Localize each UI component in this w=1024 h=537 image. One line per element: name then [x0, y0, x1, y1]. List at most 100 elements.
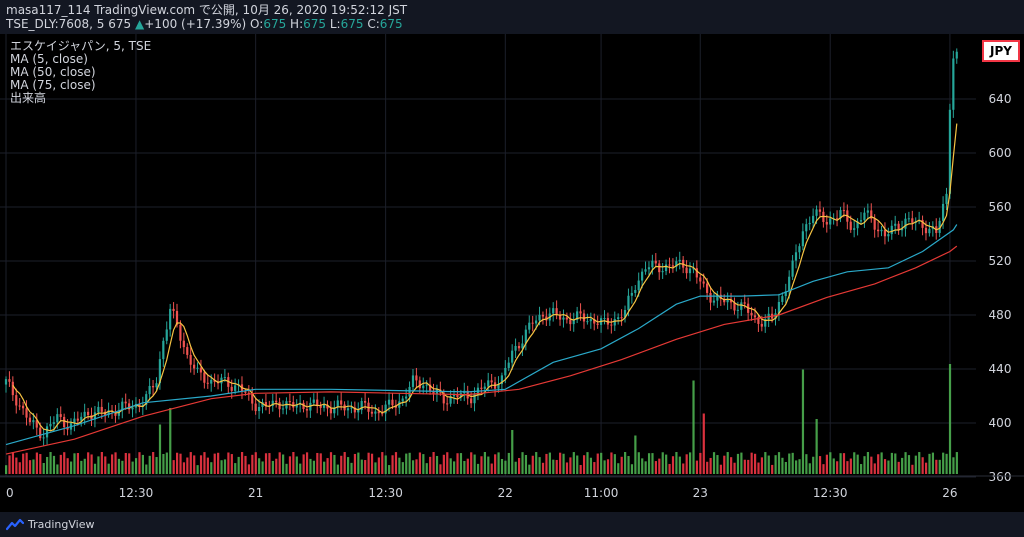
candle-body [377, 411, 380, 414]
volume-bar [555, 459, 558, 474]
volume-bar [750, 452, 753, 474]
candle-body [863, 212, 866, 221]
volume-bar [76, 453, 80, 474]
candle-body [582, 313, 586, 322]
candle-body [647, 267, 651, 270]
volume-bar [675, 452, 678, 474]
candle-body [887, 234, 890, 237]
candle-body [538, 314, 541, 321]
candle-body [302, 402, 305, 410]
candle-body [387, 399, 391, 405]
y-tick-label: 640 [989, 92, 1012, 106]
volume-bar [955, 452, 958, 474]
volume-bar [562, 453, 565, 474]
candle-body [870, 210, 873, 219]
candle-body [507, 362, 510, 368]
candle-body [422, 385, 425, 389]
volume-bar [28, 460, 32, 474]
volume-bar [309, 458, 312, 474]
volume-bar [128, 453, 131, 474]
legend-volume[interactable]: 出来高 [10, 91, 47, 105]
volume-bar [911, 464, 914, 474]
volume-bar [586, 452, 589, 474]
volume-bar [343, 452, 346, 474]
candle-body [736, 309, 739, 311]
y-tick-label: 560 [989, 200, 1012, 214]
candle-body [80, 416, 83, 421]
volume-bar [470, 452, 473, 474]
chart-canvas[interactable]: 360 400 440 480 520 560 600 640 0 12:30 21 12:30 22 1… [0, 34, 1024, 512]
candle-body [264, 402, 268, 406]
candle-body [613, 319, 616, 326]
volume-bar [196, 465, 199, 474]
legend-ma5[interactable]: MA (5, close) [10, 52, 88, 66]
volume-bar [928, 453, 931, 474]
volume-bar [52, 455, 56, 474]
volume-bar [497, 452, 500, 474]
candle-body [193, 364, 196, 369]
volume-bar [559, 452, 562, 474]
candle-body [877, 229, 880, 232]
volume-bar [661, 452, 664, 474]
candle-body [928, 228, 931, 234]
candle-body [408, 386, 411, 397]
price-chart[interactable]: 360 400 440 480 520 560 600 640 0 12:30 21 12:30 22 1… [0, 34, 1024, 512]
candle-body [66, 427, 69, 430]
volume-bar [463, 460, 466, 474]
volume-bar [528, 464, 531, 474]
volume-bar [531, 455, 534, 474]
volume-bar [278, 452, 281, 474]
candle-body [791, 260, 794, 277]
volume-bar [418, 452, 422, 474]
candle-body [213, 379, 216, 382]
volume-bar [189, 452, 192, 474]
volume-bar [606, 459, 610, 474]
x-tick-label: 23 [693, 486, 708, 500]
candle-body [818, 209, 822, 212]
volume-bar [302, 454, 305, 474]
volume-bar [439, 464, 442, 474]
candle-body [777, 301, 781, 314]
candle-body [757, 317, 760, 324]
volume-bar [760, 457, 764, 474]
volume-bar [856, 454, 859, 474]
legend-symbol[interactable]: エスケイジャパン, 5, TSE [10, 39, 152, 53]
volume-bar [706, 461, 709, 474]
volume-bar [261, 461, 264, 474]
tradingview-logo-icon [6, 518, 24, 531]
volume-bar [487, 456, 490, 474]
candle-body [504, 367, 507, 376]
candle-body [743, 302, 746, 304]
volume-bar [268, 453, 271, 474]
low-label: L: [329, 17, 341, 31]
candle-body [695, 268, 698, 278]
candle-body [921, 219, 924, 228]
candle-body [329, 408, 332, 414]
candle-body [483, 386, 486, 389]
candle-body [699, 277, 702, 282]
candle-body [52, 422, 55, 424]
volume-bar [873, 463, 876, 474]
candle-body [856, 221, 859, 229]
currency-badge[interactable]: JPY [982, 40, 1020, 62]
volume-bar [138, 452, 141, 474]
volume-bar [169, 408, 172, 474]
legend-ma75[interactable]: MA (75, close) [10, 78, 96, 92]
legend-ma50[interactable]: MA (50, close) [10, 65, 96, 79]
tradingview-logo[interactable]: TradingView [6, 517, 94, 531]
candle-body [35, 420, 38, 428]
volume-bar [5, 465, 8, 474]
candle-body [603, 318, 606, 320]
candle-body [39, 427, 42, 439]
candle-body [805, 224, 808, 232]
candle-body [169, 308, 172, 330]
volume-bar [282, 454, 285, 474]
volume-bar [822, 464, 825, 474]
y-tick-label: 360 [989, 470, 1012, 484]
volume-bar [685, 454, 688, 474]
candle-body [853, 228, 856, 230]
candle-body [401, 398, 404, 402]
volume-bar [504, 460, 507, 474]
volume-bar [8, 455, 11, 474]
volume-bar [572, 452, 575, 474]
